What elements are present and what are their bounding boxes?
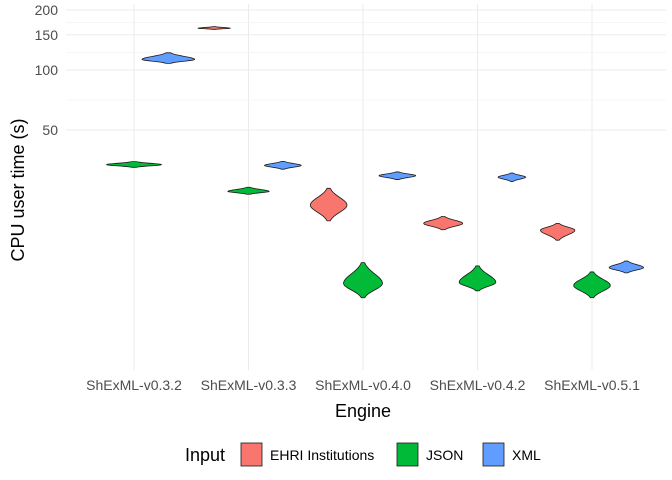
violin-json <box>458 265 497 292</box>
y-axis-tick-labels: 50 100 150 200 <box>35 2 59 138</box>
violin-json <box>227 186 270 195</box>
legend-key <box>396 442 419 467</box>
violin-xml <box>378 171 417 180</box>
violin-json <box>573 271 611 299</box>
x-tick-label: ShExML-v0.3.2 <box>86 377 182 393</box>
y-tick-label: 100 <box>35 62 59 78</box>
x-axis-tick-labels: ShExML-v0.3.2 ShExML-v0.3.3 ShExML-v0.4.0 S… <box>86 377 640 393</box>
y-axis-title: CPU user time (s) <box>8 118 28 261</box>
violin-marks <box>106 26 644 299</box>
violin-ehri-institutions <box>197 26 231 30</box>
x-tick-label: ShExML-v0.5.1 <box>544 377 640 393</box>
legend-label: EHRI Institutions <box>270 447 374 463</box>
legend-label: JSON <box>426 447 463 463</box>
violin-ehri-institutions <box>309 187 348 222</box>
x-tick-label: ShExML-v0.4.0 <box>315 377 411 393</box>
violin-xml <box>608 260 644 274</box>
violin-json <box>106 161 162 168</box>
x-tick-label: ShExML-v0.3.3 <box>201 377 297 393</box>
violin-ehri-institutions <box>423 216 464 231</box>
violin-ehri-institutions <box>540 222 576 241</box>
violin-xml <box>264 160 302 170</box>
x-tick-label: ShExML-v0.4.2 <box>430 377 526 393</box>
legend-key <box>240 442 263 467</box>
legend: Input EHRI Institutions JSON XML <box>185 442 541 467</box>
legend-label: XML <box>512 447 541 463</box>
violin-xml <box>497 172 526 182</box>
y-tick-label: 200 <box>35 2 59 18</box>
y-tick-label: 50 <box>42 122 58 138</box>
y-tick-label: 150 <box>35 27 59 43</box>
violin-json <box>343 262 383 299</box>
x-axis-title: Engine <box>335 401 391 421</box>
violin-xml <box>141 52 196 64</box>
legend-key <box>482 442 505 467</box>
legend-title: Input <box>185 445 225 465</box>
